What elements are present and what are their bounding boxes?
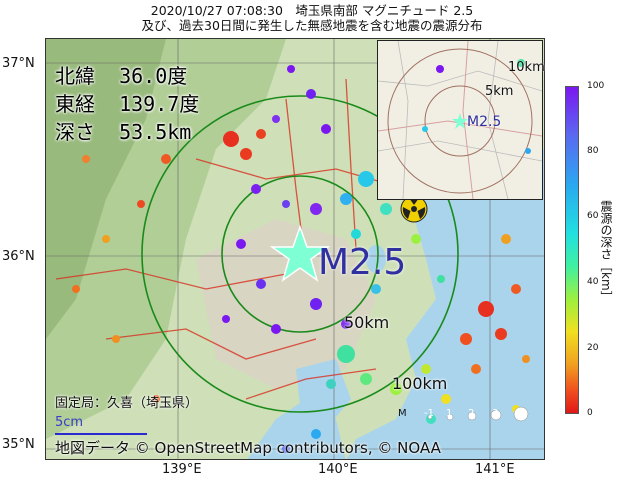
inset-map[interactable] xyxy=(377,40,543,200)
longitude-readout: 東経 139.7度 xyxy=(55,92,200,116)
magnitude-legend-m3: 3 xyxy=(492,408,499,419)
magnitude-legend-label: M xyxy=(398,408,407,419)
lat-label-36: 36°N xyxy=(2,249,35,264)
scale-label: 5cm xyxy=(55,415,84,430)
inset-graphics xyxy=(378,41,542,199)
station-label: 固定局：久喜（埼玉県） xyxy=(55,396,199,411)
depth-readout: 深さ 53.5km xyxy=(55,120,192,144)
lon-label-141: 141°E xyxy=(475,462,515,477)
depth-colorbar xyxy=(565,86,579,414)
ring-label-50km: 50km xyxy=(344,313,390,332)
lat-label-35: 35°N xyxy=(2,437,35,452)
ring-label-100km: 100km xyxy=(392,374,448,393)
title-line-2: 及び、過去30日間に発生した無感地震を含む地震の震源分布 xyxy=(141,18,483,33)
inset-magnitude-label: M2.5 xyxy=(467,114,502,130)
colorbar-tick-40: 40 xyxy=(587,277,599,287)
colorbar-tick-0: 0 xyxy=(587,408,593,418)
map-credit: 地図データ © OpenStreetMap contributors, © NO… xyxy=(55,439,441,457)
magnitude-legend-m1: 1 xyxy=(446,408,453,419)
inset-ring-label-10km: 10km xyxy=(508,60,545,75)
magnitude-legend-m2: 2 xyxy=(468,408,475,419)
magnitude-label: M2.5 xyxy=(318,242,407,283)
latitude-readout: 北緯 36.0度 xyxy=(55,64,188,88)
map-graphics xyxy=(46,39,544,459)
colorbar-tick-60: 60 xyxy=(587,211,599,221)
colorbar-tick-20: 20 xyxy=(587,343,599,353)
lat-label-37: 37°N xyxy=(2,56,35,71)
colorbar-tick-100: 100 xyxy=(587,81,605,91)
colorbar-tick-80: 80 xyxy=(587,146,599,156)
magnitude-legend-m4: 4 xyxy=(516,408,523,419)
colorbar-title: 震源の深さ［km］ xyxy=(599,200,613,303)
lon-label-140: 140°E xyxy=(318,462,358,477)
magnitude-legend-m-1: -1 xyxy=(424,408,434,419)
lon-label-139: 139°E xyxy=(162,462,202,477)
title-line-1: 2020/10/27 07:08:30 埼玉県南部 マグニチュード 2.5 xyxy=(150,3,474,18)
scale-bar xyxy=(55,433,147,435)
inset-ring-label-5km: 5km xyxy=(485,84,514,99)
